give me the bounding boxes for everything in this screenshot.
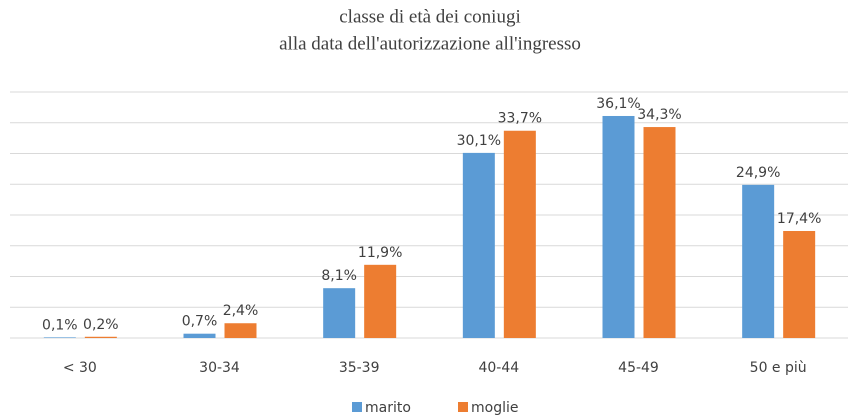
bar: [43, 337, 76, 338]
bar: [323, 288, 356, 338]
value-label: 8,1%: [321, 268, 357, 284]
value-label: 33,7%: [498, 111, 542, 127]
bar: [224, 323, 257, 338]
value-label: 30,1%: [457, 133, 501, 149]
legend-swatch: [352, 402, 362, 412]
bar: [783, 230, 816, 338]
value-label: 0,1%: [42, 317, 78, 333]
bar: [364, 264, 397, 338]
chart-subtitle: alla data dell'autorizzazione all'ingres…: [279, 33, 581, 54]
x-tick-label: 30-34: [199, 360, 240, 376]
legend-swatch: [458, 402, 468, 412]
bar: [503, 130, 536, 338]
value-label: 17,4%: [777, 211, 821, 227]
bar: [742, 184, 775, 338]
legend-label: moglie: [471, 400, 518, 416]
value-label: 0,2%: [83, 317, 119, 333]
value-label: 36,1%: [596, 96, 640, 112]
value-label: 11,9%: [358, 245, 402, 261]
value-label: 24,9%: [736, 165, 780, 181]
chart-title: classe di età dei coniugi: [339, 6, 521, 27]
bar: [462, 152, 495, 338]
bar: [643, 127, 676, 339]
bar: [602, 115, 635, 338]
legend-label: marito: [365, 400, 411, 416]
value-label: 34,3%: [637, 107, 681, 123]
x-tick-label: 45-49: [618, 360, 659, 376]
bar: [84, 336, 117, 338]
x-tick-label: < 30: [63, 360, 97, 376]
x-tick-label: 40-44: [478, 360, 519, 376]
x-tick-label: 35-39: [339, 360, 380, 376]
value-label: 2,4%: [223, 303, 259, 319]
bar: [183, 333, 216, 338]
value-label: 0,7%: [182, 314, 218, 330]
x-tick-label: 50 e più: [750, 360, 807, 376]
